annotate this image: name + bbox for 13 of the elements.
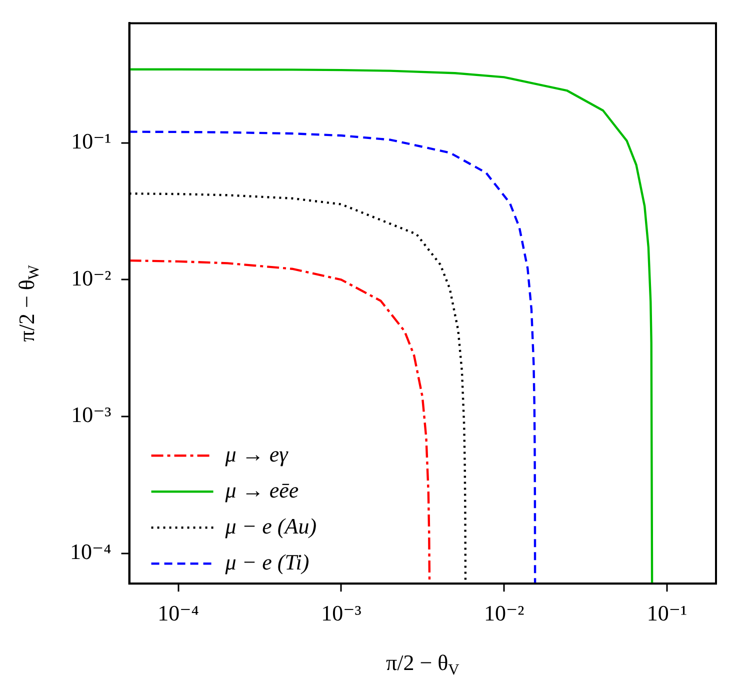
y-tick-label: 10⁻¹ — [71, 128, 112, 154]
x-tick-label: 10⁻³ — [321, 600, 362, 626]
legend-label: μ → eēe — [224, 477, 299, 502]
y-tick-label: 10⁻² — [71, 265, 112, 290]
y-tick-label: 10⁻³ — [71, 402, 112, 428]
legend-label: μ → eγ — [224, 441, 290, 466]
x-tick-label: 10⁻¹ — [646, 600, 688, 626]
y-axis-title: π/2 − θW — [14, 264, 43, 342]
legend-label: μ − e (Au) — [224, 513, 317, 538]
legend-label: μ − e (Ti) — [224, 549, 310, 574]
x-tick-label: 10⁻⁴ — [158, 600, 200, 626]
y-tick-label: 10⁻⁴ — [70, 539, 112, 564]
x-tick-label: 10⁻² — [484, 600, 525, 626]
